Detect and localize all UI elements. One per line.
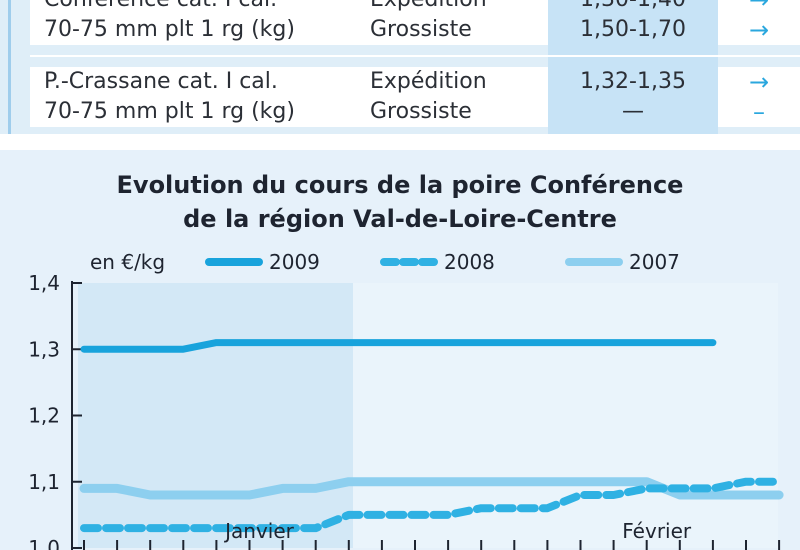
product-cell: Conférence cat. I cal. 70-75 mm plt 1 rg… — [30, 0, 320, 45]
price-line: 1,50-1,70 — [580, 17, 686, 42]
price-cell: 1,32-1,35 — — [548, 67, 718, 127]
y-tick-label: 1,1 — [28, 470, 60, 494]
y-tick-label: 1,2 — [28, 404, 60, 428]
row-separator — [30, 55, 800, 57]
price-line: — — [622, 99, 644, 124]
market-line: Grossiste — [370, 99, 472, 124]
series-line-2008 — [80, 477, 784, 533]
chart-title-line: Evolution du cours de la poire Conférenc… — [116, 171, 684, 199]
trend-arrow-icon: → — [748, 0, 770, 14]
market-cell: Expédition Grossiste — [320, 67, 548, 127]
chart-legend: en €/kg 2009 2008 2007 — [0, 247, 800, 277]
legend-label-2009: 2009 — [269, 250, 320, 274]
price-line: 1,32-1,35 — [580, 69, 686, 94]
unit-label: en €/kg — [90, 250, 166, 274]
y-tick-label: 1,4 — [28, 271, 60, 295]
y-tick-label: 1,3 — [28, 337, 60, 361]
trend-arrow-icon: – — [753, 98, 765, 126]
market-line: Expédition — [370, 0, 548, 15]
product-line: 70-75 mm plt 1 rg (kg) — [44, 99, 295, 124]
legend-swatch-2007 — [565, 258, 623, 266]
product-line: 70-75 mm plt 1 rg (kg) — [44, 17, 295, 42]
trend-cell: → → — [718, 0, 800, 45]
legend-swatch-2009 — [205, 258, 263, 266]
series-line-2009 — [80, 339, 717, 353]
price-line: 1,30-1,40 — [548, 0, 718, 15]
legend-label-2008: 2008 — [444, 250, 495, 274]
chart-title: Evolution du cours de la poire Conférenc… — [0, 168, 800, 236]
legend-swatch-2008 — [380, 258, 438, 266]
legend-label-2007: 2007 — [629, 250, 680, 274]
january-band — [78, 283, 353, 548]
market-line: Expédition — [370, 69, 487, 94]
trend-arrow-icon: → — [748, 16, 770, 44]
table-left-rule — [8, 0, 11, 134]
product-cell: P.-Crassane cat. I cal. 70-75 mm plt 1 r… — [30, 67, 320, 127]
price-column-bg — [548, 0, 718, 134]
month-label: Janvier — [223, 519, 295, 543]
trend-cell: → – — [718, 67, 800, 127]
market-cell: Expédition Grossiste — [320, 0, 548, 45]
product-line: P.-Crassane cat. I cal. — [44, 69, 278, 94]
price-table: Conférence cat. I cal. 70-75 mm plt 1 rg… — [0, 0, 800, 134]
price-cell: 1,30-1,40 1,50-1,70 — [548, 0, 718, 45]
y-tick-label: 1,0 — [28, 536, 60, 550]
chart-title-line: de la région Val-de-Loire-Centre — [183, 205, 617, 233]
month-label: Février — [622, 519, 692, 543]
trend-arrow-icon: → — [748, 68, 770, 96]
product-line: Conférence cat. I cal. — [44, 0, 320, 15]
market-line: Grossiste — [370, 17, 472, 42]
